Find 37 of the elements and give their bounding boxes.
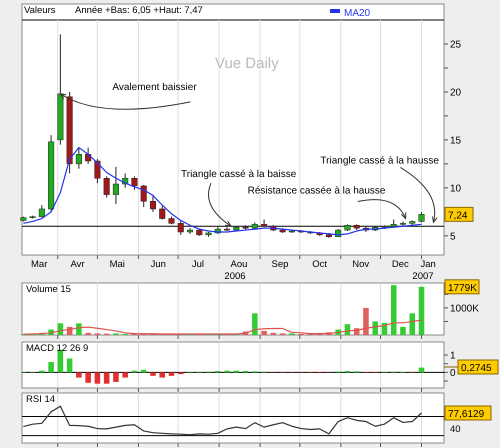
legend-label: MA20 (344, 8, 371, 19)
y-tick-label: 1 (450, 350, 456, 362)
chart-title: RSI 14 (26, 394, 56, 405)
annotation: 7,24 (448, 210, 468, 222)
x-tick-label: Aou (230, 259, 248, 270)
text: 0,2745 (461, 363, 492, 374)
x-tick-label: Jul (192, 259, 204, 270)
text: Année +Bas: 6,05 +Haut: 7,47 (75, 5, 203, 16)
annotation: 1779K (448, 282, 478, 294)
x-tick-label: Avr (70, 259, 85, 270)
x-tick-label: Dec (392, 259, 410, 270)
annotation: Vue Daily (215, 55, 280, 72)
y-tick-label: 20 (450, 87, 462, 98)
y-tick-label: 5 (450, 231, 456, 242)
chart-title: Volume 15 (26, 284, 71, 295)
x-tick-label: Jun (150, 259, 166, 270)
y-tick-label: 1000K (450, 303, 480, 314)
x-tick-label: Nov (352, 259, 370, 270)
x-tick-label: Sep (272, 259, 288, 270)
y-tick-label: 10 (450, 183, 462, 194)
annotation: 77,6129 (448, 409, 485, 420)
text: Valeurs (24, 5, 56, 16)
y-tick-label: 0 (450, 368, 456, 379)
annotation: Triangle cassé à la baisse (181, 169, 297, 180)
text: 2006 (224, 271, 246, 282)
x-tick-label: Jan (420, 259, 436, 270)
text: 40 (450, 424, 461, 435)
y-tick-label: 25 (450, 39, 462, 50)
annotation: Triangle cassé à la hausse (320, 155, 440, 166)
x-tick-label: Mar (31, 259, 48, 270)
x-tick-label: Oct (312, 259, 328, 270)
chart-title: MACD 12 26 9 (26, 343, 88, 354)
x-tick-label: Mai (110, 259, 125, 270)
y-tick-label: 15 (450, 135, 462, 146)
text: 2007 (412, 271, 434, 282)
annotation: Résistance cassée à la hausse (248, 186, 386, 197)
annotation: Avalement baissier (112, 82, 198, 93)
